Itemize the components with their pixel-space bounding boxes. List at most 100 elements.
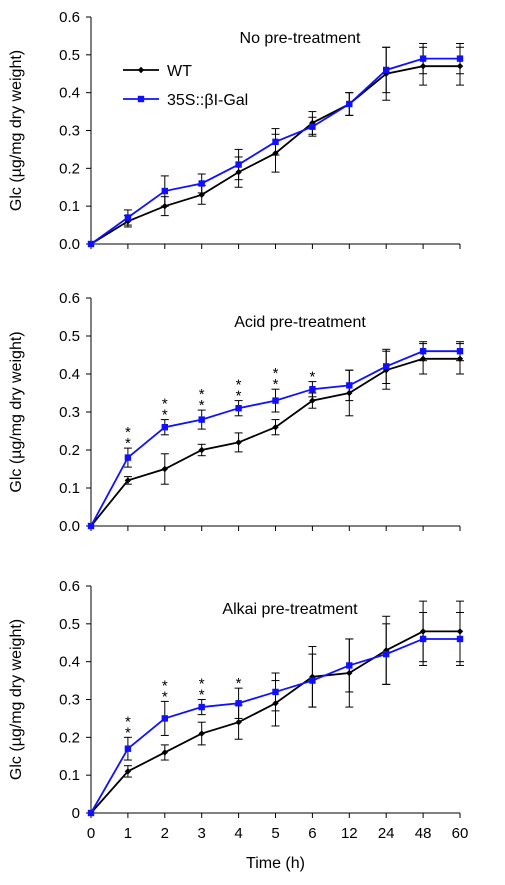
y-tick-label: 0.0 [59, 236, 80, 253]
data-point-transgenic [161, 187, 168, 195]
data-point-transgenic [383, 66, 390, 74]
significance-star: * [309, 369, 315, 386]
y-tick-label: 0.2 [59, 729, 80, 746]
y-tick-label: 0.1 [59, 198, 80, 215]
significance-star: * [162, 407, 168, 424]
data-point-transgenic [456, 55, 464, 62]
y-tick-label: 0.2 [59, 442, 80, 459]
data-point-wt [198, 730, 205, 737]
y-tick-label: 0.2 [59, 160, 80, 177]
y-tick-label: 0.4 [59, 85, 80, 102]
data-point-transgenic [124, 454, 132, 461]
data-point-transgenic [87, 522, 95, 530]
data-point-wt [161, 465, 168, 473]
y-axis-title: Glc (µg/mg dry weight) [8, 50, 25, 211]
y-tick-label: 0.3 [59, 692, 80, 709]
x-tick-label: 48 [415, 825, 432, 842]
significance-star: * [273, 365, 279, 382]
significance-star: * [125, 424, 131, 441]
x-tick-label: 12 [341, 825, 358, 842]
significance-star: * [273, 376, 279, 393]
data-point-transgenic [87, 809, 95, 817]
x-tick-label: 60 [452, 825, 469, 842]
significance-star: * [199, 676, 205, 693]
x-tick-label: 1 [124, 825, 132, 842]
data-point-transgenic [198, 416, 205, 423]
data-point-transgenic [346, 382, 353, 389]
data-point-transgenic [272, 688, 279, 696]
x-tick-label: 4 [234, 825, 242, 842]
data-point-transgenic [346, 662, 353, 669]
x-tick-label: 3 [198, 825, 206, 842]
significance-star: * [125, 724, 131, 741]
y-tick-label: 0.1 [59, 480, 80, 497]
data-point-transgenic [456, 348, 464, 355]
data-point-transgenic [383, 650, 390, 658]
data-point-transgenic [198, 703, 205, 711]
data-point-transgenic [419, 348, 427, 355]
significance-star: * [125, 435, 131, 452]
legend-swatch-marker [137, 66, 145, 74]
y-axis-title: Glc (µg/mg dry weight) [8, 619, 25, 780]
y-tick-label: 0.4 [59, 366, 80, 383]
significance-star: * [236, 675, 242, 692]
y-tick-label: 0 [72, 805, 80, 822]
data-point-wt [272, 424, 279, 431]
data-point-transgenic [309, 123, 316, 130]
data-point-transgenic [309, 677, 316, 684]
y-tick-label: 0.4 [59, 654, 80, 671]
significance-star: * [162, 688, 168, 705]
y-tick-label: 0.3 [59, 123, 80, 140]
data-point-transgenic [235, 700, 242, 707]
data-point-wt [309, 397, 316, 404]
data-point-transgenic [235, 161, 242, 168]
data-point-transgenic [456, 635, 464, 643]
data-point-transgenic [161, 424, 168, 431]
data-point-transgenic [346, 100, 353, 108]
y-tick-label: 0.5 [59, 328, 80, 345]
data-point-wt [124, 768, 132, 775]
y-tick-label: 0.6 [59, 290, 80, 307]
data-point-wt [198, 446, 205, 454]
data-point-transgenic [383, 363, 390, 370]
data-point-transgenic [87, 240, 95, 248]
data-point-transgenic [124, 214, 132, 221]
significance-star: * [162, 396, 168, 413]
legend-label: 35S::βI-Gal [167, 92, 248, 109]
significance-star: * [199, 397, 205, 414]
y-tick-label: 0.0 [59, 518, 80, 535]
panel-title: Acid pre-treatment [234, 314, 366, 331]
y-tick-label: 0.6 [59, 578, 80, 595]
significance-star: * [236, 377, 242, 394]
y-tick-label: 0.5 [59, 47, 80, 64]
data-point-transgenic [419, 635, 427, 643]
y-tick-label: 0.5 [59, 616, 80, 633]
data-point-transgenic [309, 386, 316, 393]
x-tick-label: 2 [161, 825, 169, 842]
x-tick-label: 0 [87, 825, 95, 842]
significance-star: * [162, 677, 168, 694]
data-point-transgenic [419, 55, 427, 62]
data-point-transgenic [161, 715, 168, 722]
data-point-transgenic [124, 745, 132, 752]
x-tick-label: 24 [378, 825, 395, 842]
data-point-transgenic [272, 138, 279, 146]
y-axis-title: Glc (µg/mg dry weight) [8, 331, 25, 492]
legend-label: WT [167, 63, 192, 80]
data-point-wt [235, 719, 242, 726]
x-tick-label: 6 [308, 825, 316, 842]
significance-star: * [236, 388, 242, 405]
y-tick-label: 0.1 [59, 767, 80, 784]
legend-swatch-marker [137, 95, 145, 103]
significance-star: * [199, 386, 205, 403]
significance-star: * [199, 687, 205, 704]
y-tick-label: 0.6 [59, 9, 80, 26]
data-point-wt [124, 477, 132, 484]
data-point-wt [161, 749, 168, 756]
data-point-transgenic [198, 180, 205, 187]
x-axis-title: Time (h) [246, 855, 305, 872]
panel-title: No pre-treatment [240, 30, 361, 47]
panel-title: Alkai pre-treatment [222, 601, 358, 618]
data-point-transgenic [235, 405, 242, 412]
